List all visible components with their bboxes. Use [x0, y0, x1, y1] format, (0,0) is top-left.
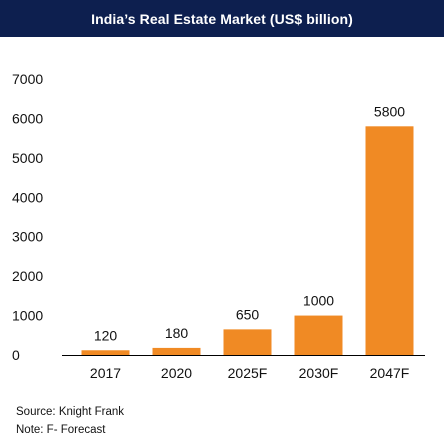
bar-2017 [81, 350, 130, 355]
data-label: 120 [94, 327, 118, 343]
data-label: 1000 [303, 293, 334, 309]
x-tick-label: 2020 [161, 365, 192, 381]
x-tick-label: 2047F [370, 365, 410, 381]
x-tick-label: 2017 [90, 365, 121, 381]
x-tick-label: 2025F [228, 365, 268, 381]
y-tick-label: 3000 [12, 229, 43, 245]
chart-title: India’s Real Estate Market (US$ billion) [91, 10, 353, 27]
bar-2020 [152, 347, 201, 355]
y-tick-label: 7000 [12, 71, 43, 87]
y-tick-label: 1000 [12, 308, 43, 324]
source-note: Source: Knight Frank [16, 406, 125, 418]
bar-2047f [365, 126, 414, 355]
y-tick-label: 6000 [12, 110, 43, 126]
chart-title-bar: India’s Real Estate Market (US$ billion) [0, 0, 444, 37]
x-tick-label: 2030F [299, 365, 339, 381]
forecast-note: Note: F- Forecast [16, 424, 106, 436]
data-label: 650 [236, 306, 260, 322]
bar-chart: 7000 6000 5000 4000 3000 2000 1000 0 120 2017 180 2… [12, 71, 425, 381]
data-label: 5800 [374, 103, 405, 119]
y-tick-label: 4000 [12, 189, 43, 205]
y-tick-label: 2000 [12, 268, 43, 284]
bar-2030f [294, 315, 343, 355]
data-label: 180 [165, 325, 189, 341]
y-tick-label: 0 [12, 347, 20, 363]
bar-2025f [223, 329, 272, 355]
y-tick-label: 5000 [12, 150, 43, 166]
